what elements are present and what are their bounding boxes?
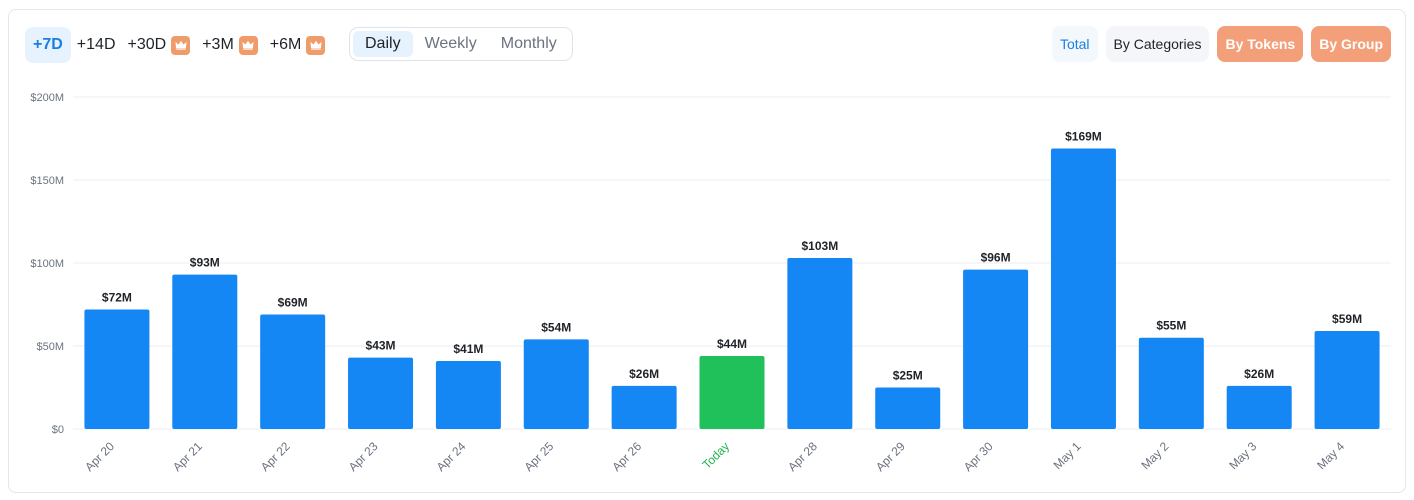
x-tick-label: May 1 (1051, 439, 1084, 472)
tab-monthly[interactable]: Monthly (500, 35, 557, 52)
view-by-tokens-button[interactable]: By Tokens (1217, 26, 1304, 62)
bar (1138, 337, 1204, 429)
x-tick-label: Apr 26 (609, 439, 644, 474)
bar (523, 339, 589, 429)
data-label: $25M (893, 369, 923, 383)
bar-today (699, 355, 765, 429)
bar (84, 309, 150, 429)
tab-daily[interactable]: Daily (353, 31, 413, 57)
crown-icon (238, 35, 258, 55)
crown-icon (171, 35, 191, 55)
x-tick-label: Apr 23 (346, 439, 381, 474)
y-tick-label: $100M (30, 258, 64, 270)
bar (435, 360, 501, 429)
crown-icon (306, 35, 326, 55)
x-tick-label: May 3 (1226, 439, 1259, 472)
range-6m[interactable]: +6M (264, 27, 332, 63)
bar (611, 385, 677, 429)
data-label: $93M (190, 256, 220, 270)
x-tick-label: Apr 30 (961, 439, 996, 474)
bar (348, 357, 414, 429)
bar (1050, 148, 1116, 429)
data-label: $26M (629, 367, 659, 381)
bar-chart: $0 $50M $100M $150M $200M $72M Apr 20 $93M Apr 2… (30, 92, 1391, 474)
x-tick-label: Apr 25 (521, 439, 556, 474)
bar (172, 274, 238, 429)
data-label: $72M (102, 290, 132, 304)
view-selector: Total By Categories By Tokens By Group (1051, 26, 1391, 62)
data-label: $103M (802, 239, 839, 253)
range-label: +6M (269, 36, 302, 53)
y-tick-label: $200M (30, 92, 64, 104)
x-tick-label-today: Today (700, 439, 733, 472)
view-by-categories-button[interactable]: By Categories (1105, 26, 1210, 62)
data-label: $43M (366, 339, 396, 353)
x-tick-label: May 4 (1314, 439, 1347, 472)
x-tick-label: Apr 21 (170, 439, 205, 474)
view-total-button[interactable]: Total (1051, 26, 1098, 62)
y-tick-label: $50M (36, 341, 64, 353)
data-label: $169M (1065, 129, 1102, 143)
range-label: +30D (127, 36, 167, 53)
data-label: $96M (981, 251, 1011, 265)
range-label: +14D (76, 36, 116, 53)
range-30d[interactable]: +30D (122, 27, 197, 63)
range-14d[interactable]: +14D (71, 27, 122, 63)
data-label: $55M (1156, 319, 1186, 333)
chart-card: $0 $50M $100M $150M $200M $72M Apr 20 $93M Apr 2… (8, 9, 1406, 493)
y-tick-label: $150M (30, 175, 64, 187)
bar (260, 314, 326, 429)
range-label: +7D (33, 36, 63, 53)
x-tick-label: Apr 24 (434, 439, 469, 474)
bar (787, 258, 853, 429)
data-label: $59M (1332, 312, 1362, 326)
data-label: $26M (1244, 367, 1274, 381)
bar (1226, 385, 1292, 429)
x-tick-label: Apr 20 (82, 439, 117, 474)
range-label: +3M (202, 36, 234, 53)
data-label: $54M (541, 320, 571, 334)
x-tick-label: Apr 28 (785, 439, 820, 474)
view-by-group-button[interactable]: By Group (1311, 26, 1391, 62)
range-selector: +7D +14D +30D +3M +6M (25, 27, 331, 63)
y-tick-label: $0 (52, 424, 64, 436)
data-label: $69M (278, 295, 308, 309)
data-label: $41M (453, 342, 483, 356)
x-tick-label: Apr 29 (873, 439, 908, 474)
x-tick-label: May 2 (1138, 439, 1171, 472)
bar (963, 269, 1029, 429)
data-label: $44M (717, 337, 747, 351)
x-tick-label: Apr 22 (258, 439, 293, 474)
tab-weekly[interactable]: Weekly (424, 35, 477, 52)
range-3m[interactable]: +3M (196, 27, 264, 63)
chart-toolbar: +7D +14D +30D +3M +6M Daily Weekly Month… (9, 10, 1407, 80)
range-7d[interactable]: +7D (25, 27, 71, 63)
bar (875, 387, 941, 429)
bar (1314, 331, 1380, 429)
period-selector: Daily Weekly Monthly (349, 27, 573, 61)
